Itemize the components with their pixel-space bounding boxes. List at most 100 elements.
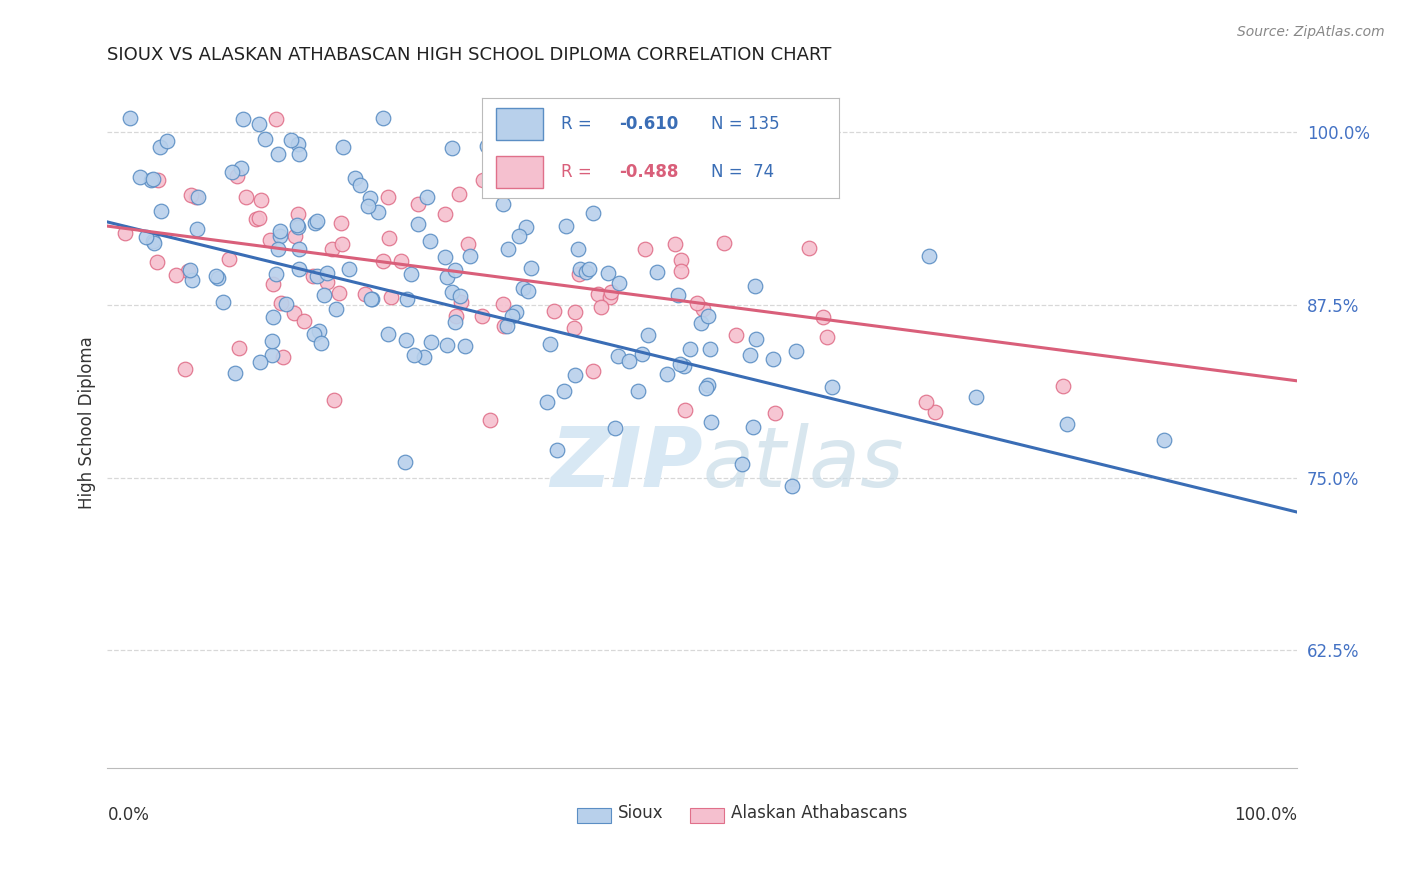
- Point: [174, 362, 197, 376]
- Point: [267, 242, 290, 256]
- Point: [492, 297, 515, 311]
- Point: [413, 350, 436, 364]
- Point: [270, 296, 292, 310]
- Point: [668, 357, 690, 371]
- Point: [143, 235, 166, 250]
- Point: [797, 241, 820, 255]
- Point: [394, 455, 416, 469]
- Point: [546, 443, 568, 458]
- Point: [308, 325, 330, 339]
- Point: [444, 315, 467, 329]
- Point: [247, 117, 270, 131]
- Point: [603, 421, 626, 435]
- Point: [205, 268, 228, 283]
- Point: [457, 236, 479, 251]
- Point: [274, 296, 297, 310]
- Point: [492, 197, 515, 211]
- Point: [696, 377, 718, 392]
- Point: [609, 276, 631, 290]
- Point: [288, 261, 311, 276]
- Point: [232, 112, 254, 127]
- Point: [332, 140, 354, 154]
- Point: [444, 310, 467, 324]
- Text: 0.0%: 0.0%: [107, 805, 149, 823]
- Point: [328, 285, 350, 300]
- Point: [285, 218, 308, 232]
- Y-axis label: High School Diploma: High School Diploma: [79, 336, 96, 508]
- Point: [245, 212, 267, 227]
- Point: [686, 296, 709, 310]
- Point: [135, 229, 157, 244]
- Point: [283, 306, 305, 320]
- Point: [699, 415, 721, 429]
- Point: [302, 268, 325, 283]
- Text: Source: ZipAtlas.com: Source: ZipAtlas.com: [1237, 25, 1385, 39]
- Point: [360, 292, 382, 306]
- Point: [212, 295, 235, 310]
- Point: [354, 286, 377, 301]
- Point: [692, 301, 714, 316]
- Point: [441, 285, 464, 300]
- Point: [180, 273, 202, 287]
- Point: [292, 313, 315, 327]
- Point: [316, 275, 339, 289]
- Point: [655, 367, 678, 381]
- Point: [1052, 379, 1074, 393]
- Point: [402, 348, 425, 362]
- Point: [460, 249, 482, 263]
- Point: [607, 349, 630, 363]
- Point: [449, 186, 471, 201]
- Point: [512, 280, 534, 294]
- Point: [821, 380, 844, 394]
- Point: [599, 290, 621, 304]
- Point: [337, 261, 360, 276]
- Point: [141, 173, 163, 187]
- Bar: [690, 808, 724, 823]
- Point: [725, 328, 748, 343]
- Point: [228, 341, 250, 355]
- Point: [229, 161, 252, 175]
- Point: [699, 342, 721, 356]
- Point: [744, 332, 766, 346]
- Point: [586, 287, 609, 301]
- Point: [156, 134, 179, 148]
- Point: [519, 261, 541, 276]
- Point: [330, 236, 353, 251]
- Point: [494, 319, 516, 334]
- Point: [564, 368, 586, 382]
- Point: [312, 288, 335, 302]
- Point: [357, 198, 380, 212]
- Point: [924, 405, 946, 419]
- Point: [582, 364, 605, 378]
- Point: [218, 252, 240, 266]
- Point: [631, 347, 654, 361]
- Point: [695, 381, 717, 395]
- Point: [419, 234, 441, 248]
- Point: [114, 226, 136, 240]
- Point: [444, 263, 467, 277]
- Point: [395, 292, 418, 306]
- Point: [359, 191, 381, 205]
- Point: [627, 384, 650, 399]
- Point: [471, 309, 494, 323]
- Point: [128, 169, 150, 184]
- Text: Sioux: Sioux: [617, 804, 664, 822]
- Point: [179, 263, 201, 277]
- Point: [416, 190, 439, 204]
- Point: [763, 406, 786, 420]
- Point: [496, 318, 519, 333]
- Point: [918, 249, 941, 263]
- Point: [501, 309, 523, 323]
- Text: Alaskan Athabascans: Alaskan Athabascans: [731, 804, 907, 822]
- Point: [647, 265, 669, 279]
- Point: [505, 305, 527, 319]
- Point: [311, 335, 333, 350]
- Text: atlas: atlas: [702, 423, 904, 504]
- Text: ZIP: ZIP: [550, 423, 702, 504]
- Point: [554, 219, 576, 233]
- Point: [664, 237, 686, 252]
- Point: [262, 277, 284, 292]
- Point: [142, 234, 165, 248]
- Point: [249, 355, 271, 369]
- Point: [596, 266, 619, 280]
